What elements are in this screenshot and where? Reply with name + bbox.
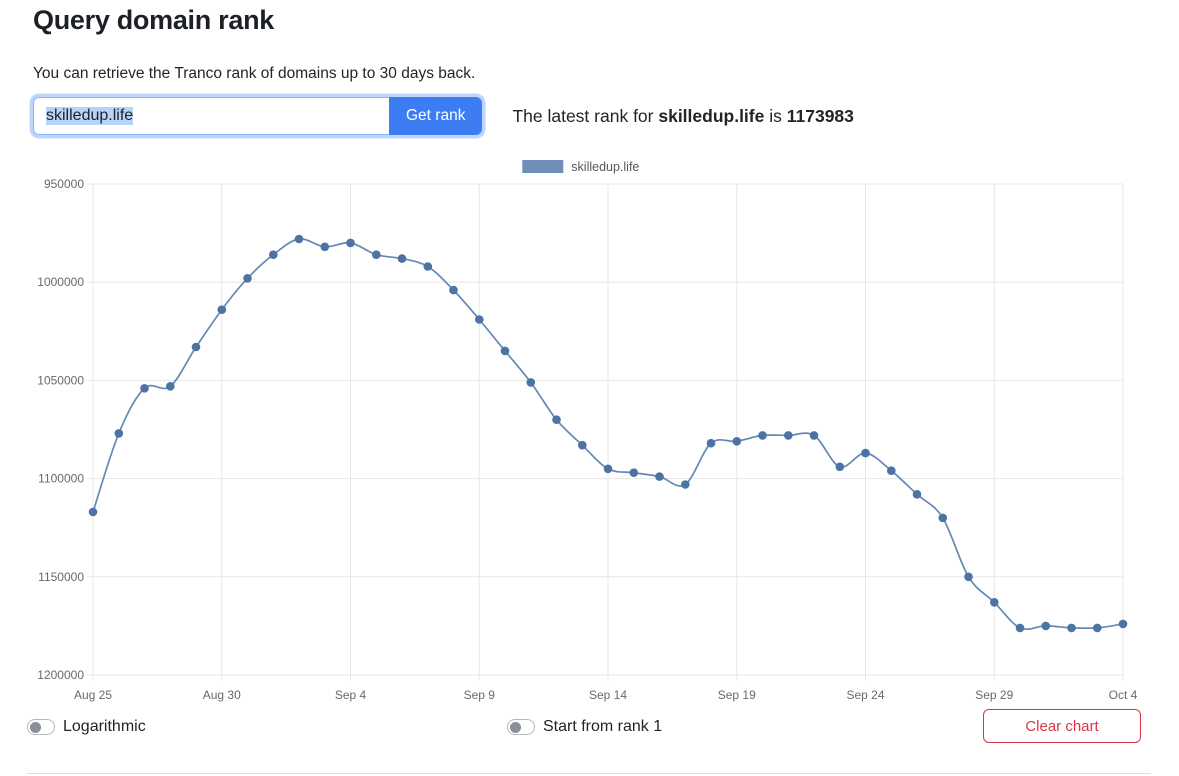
- y-axis-label: 1150000: [38, 570, 84, 584]
- data-point: [1067, 623, 1076, 633]
- data-point: [191, 343, 201, 352]
- x-axis-label: Aug 25: [74, 688, 112, 702]
- rank-chart-canvas: 950000 1000000 1050000 1100000 1150000 120000…: [37, 160, 1138, 702]
- data-point: [526, 378, 536, 388]
- x-axis-label: Aug 30: [203, 688, 241, 702]
- x-axis-label: Sep 24: [846, 688, 884, 702]
- data-point: [475, 315, 484, 325]
- x-axis-label: Sep 29: [975, 688, 1013, 702]
- data-point: [706, 439, 716, 448]
- data-point: [732, 437, 742, 446]
- data-point: [990, 598, 999, 607]
- data-point: [397, 254, 407, 264]
- data-point: [1093, 623, 1102, 633]
- bottom-divider: [27, 773, 1151, 775]
- data-point: [320, 242, 330, 252]
- data-point: [784, 431, 793, 441]
- x-axis-label: Sep 9: [464, 688, 496, 702]
- y-axis-label: 1200000: [37, 668, 84, 682]
- data-point: [938, 513, 948, 523]
- data-point: [861, 449, 870, 458]
- data-point: [423, 262, 433, 272]
- domain-input-group: Get rank: [33, 97, 483, 136]
- logarithmic-label: Logarithmic: [63, 718, 146, 736]
- data-point: [809, 431, 819, 441]
- data-point: [655, 472, 664, 482]
- get-rank-button[interactable]: Get rank: [389, 97, 483, 136]
- domain-input[interactable]: [33, 97, 389, 136]
- data-point: [500, 346, 510, 356]
- data-point: [88, 508, 98, 517]
- data-point: [603, 464, 613, 474]
- data-point: [372, 250, 381, 260]
- data-point: [269, 250, 278, 260]
- legend-label[interactable]: skilledup.life: [571, 160, 639, 174]
- data-point: [1015, 623, 1025, 633]
- data-point: [140, 384, 149, 393]
- data-point: [243, 274, 252, 283]
- latest-rank-value: 1173983: [786, 105, 854, 126]
- logarithmic-toggle-group: Logarithmic: [27, 710, 146, 744]
- data-point: [887, 466, 896, 476]
- x-axis-label: Sep 4: [335, 688, 367, 702]
- data-point: [912, 490, 922, 499]
- page-title: Query domain rank: [33, 5, 274, 35]
- data-point: [758, 431, 767, 441]
- chart-controls: Logarithmic Start from rank 1 Clear char…: [27, 709, 1146, 744]
- page-description: You can retrieve the Tranco rank of doma…: [33, 65, 476, 83]
- data-point: [449, 286, 458, 295]
- data-point: [964, 572, 973, 582]
- data-point: [217, 305, 227, 315]
- y-axis-label: 1100000: [38, 472, 84, 486]
- rank-chart: 950000 1000000 1050000 1100000 1150000 120000…: [33, 150, 1146, 706]
- data-point: [1041, 621, 1051, 631]
- x-axis-label: Oct 4: [1109, 688, 1138, 702]
- data-point: [114, 429, 124, 439]
- clear-chart-button[interactable]: Clear chart: [983, 709, 1141, 744]
- latest-rank-middle: is: [764, 105, 787, 126]
- y-axis-label: 1000000: [37, 276, 84, 290]
- start-from-rank1-toggle[interactable]: [507, 719, 535, 736]
- data-point: [346, 238, 355, 248]
- start-from-rank1-toggle-group: Start from rank 1: [507, 710, 662, 744]
- y-axis-label: 1050000: [37, 374, 84, 388]
- data-point: [552, 415, 561, 425]
- data-point: [578, 441, 587, 450]
- logarithmic-toggle[interactable]: [27, 719, 55, 736]
- x-axis-label: Sep 19: [718, 688, 756, 702]
- toggle-knob: [509, 721, 521, 733]
- data-point: [294, 235, 304, 244]
- latest-rank-text: The latest rank for skilledup.life is 11…: [512, 106, 853, 127]
- x-axis-label: Sep 14: [589, 688, 627, 702]
- latest-rank-domain: skilledup.life: [658, 105, 765, 126]
- data-point: [166, 382, 175, 391]
- data-point: [629, 468, 639, 478]
- y-axis-label: 950000: [44, 177, 84, 191]
- data-point: [1118, 619, 1128, 629]
- data-point: [835, 462, 845, 472]
- legend-swatch: [522, 160, 564, 174]
- query-row: Get rank The latest rank for skilledup.l…: [33, 97, 1146, 136]
- data-point: [681, 480, 690, 490]
- toggle-knob: [29, 721, 41, 733]
- start-from-rank1-label: Start from rank 1: [543, 718, 663, 736]
- latest-rank-prefix: The latest rank for: [512, 105, 659, 126]
